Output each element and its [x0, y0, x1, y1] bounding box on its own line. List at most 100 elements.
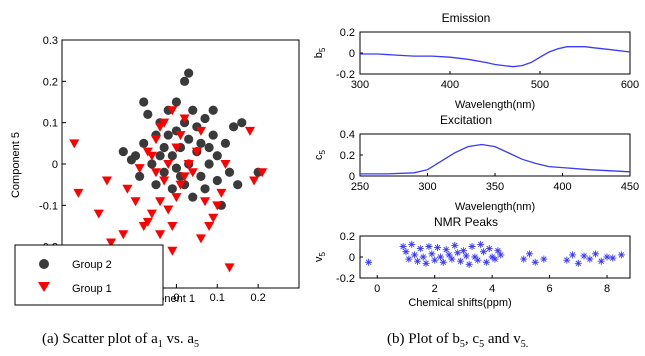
group1-point — [142, 217, 153, 227]
group2-point — [143, 109, 153, 119]
group2-point — [208, 105, 218, 115]
group2-point — [184, 68, 194, 78]
group2-point — [208, 130, 218, 140]
group2-point — [118, 147, 128, 157]
emission-title: Emission — [442, 11, 491, 25]
excitation-title: Excitation — [440, 113, 492, 127]
nmr-point — [431, 256, 439, 264]
group1-point — [257, 168, 268, 178]
nmr-point — [408, 240, 416, 248]
excitation-ytick-label: 0 — [349, 171, 355, 183]
group2-point — [229, 122, 239, 132]
group2-point — [179, 76, 190, 86]
nmr-point — [485, 245, 493, 253]
nmr-xtick-label: 6 — [547, 283, 553, 295]
scatter-plot-group — [69, 68, 268, 273]
group1-point — [195, 126, 206, 136]
legend-marker-group2 — [39, 259, 49, 269]
group1-point — [150, 135, 161, 145]
nmr-point — [574, 259, 582, 267]
nmr-xtick-label: 0 — [374, 283, 380, 295]
group1-point — [155, 122, 166, 132]
nmr-point — [494, 247, 502, 255]
nmr-point — [422, 259, 430, 267]
nmr-point — [520, 255, 528, 263]
nmr-ytick-label: 0 — [349, 252, 355, 264]
nmr-title: NMR Peaks — [434, 215, 498, 229]
nmr-point — [471, 253, 479, 261]
nmr-point — [531, 258, 539, 266]
group1-point — [150, 168, 161, 178]
scatter-ytick-label: 0.2 — [43, 76, 58, 88]
excitation-xtick-label: 250 — [351, 181, 369, 193]
nmr-point — [454, 249, 462, 257]
group1-point — [159, 176, 170, 186]
group1-point — [249, 176, 260, 186]
group1-point — [191, 147, 202, 157]
group2-point — [204, 159, 214, 169]
nmr-point — [609, 254, 617, 262]
nmr-point — [416, 245, 424, 253]
nmr-point — [586, 255, 594, 263]
group1-point — [138, 222, 149, 231]
group1-point — [146, 209, 157, 219]
group1-point — [208, 213, 219, 223]
group2-point — [139, 138, 149, 148]
group1-point — [224, 263, 235, 273]
excitation-ylabel: c5 — [313, 149, 327, 160]
group2-point — [196, 171, 206, 181]
group2-point — [184, 134, 194, 144]
nmr-point — [617, 251, 625, 259]
group1-point — [212, 201, 223, 211]
group1-point — [130, 197, 141, 207]
group2-point — [155, 151, 165, 161]
group1-point — [73, 188, 84, 198]
group1-point — [134, 164, 145, 174]
emission-ytick-label: 0 — [349, 48, 355, 60]
legend-label-group1: Group 1 — [72, 283, 112, 295]
group2-point — [200, 184, 210, 194]
excitation-line — [360, 143, 631, 175]
group1-point — [179, 172, 190, 182]
excitation-xtick-label: 450 — [621, 181, 639, 193]
emission-ylabel: b5 — [313, 47, 327, 58]
emission-xlabel: Wavelength(nm) — [455, 99, 535, 111]
scatter-ytick-label: 0 — [52, 159, 58, 171]
nmr-point — [477, 240, 485, 248]
group1-point — [159, 118, 170, 128]
group2-point — [200, 113, 210, 124]
group1-point — [163, 205, 174, 215]
group1-point — [167, 106, 178, 116]
nmr-plot-group: 0 2 4 6 8 0.2 0 -0.2 — [336, 231, 625, 295]
group2-point — [237, 118, 247, 128]
nmr-point — [405, 255, 413, 263]
nmr-point — [419, 253, 427, 261]
emission-ytick-label: -0.2 — [336, 69, 355, 81]
nmr-ytick-label: 0.2 — [340, 231, 355, 243]
group1-point — [187, 168, 198, 178]
group2-point — [171, 163, 182, 173]
group2-point — [159, 167, 169, 177]
nmr-point — [603, 253, 611, 261]
group2-point — [188, 105, 198, 115]
nmr-point — [465, 260, 473, 268]
group1-point — [106, 238, 117, 248]
group1-point — [167, 246, 178, 256]
nmr-point — [436, 253, 444, 261]
nmr-point — [445, 251, 453, 259]
scatter-ytick-label: 0.1 — [43, 118, 58, 130]
nmr-point — [428, 250, 436, 258]
nmr-point — [569, 251, 577, 259]
group1-point — [220, 160, 231, 169]
nmr-point — [411, 251, 419, 259]
group2-point — [135, 171, 145, 181]
nmr-xtick-label: 8 — [604, 283, 610, 295]
nmr-point — [482, 258, 490, 266]
nmr-ytick-label: -0.2 — [336, 273, 355, 285]
caption-b: (b) Plot of b5, c5 and v5. — [387, 331, 528, 350]
group2-point — [233, 180, 243, 190]
emission-axes-frame — [359, 31, 631, 75]
emission-xtick-label: 400 — [441, 79, 459, 91]
excitation-plot-group: 250 300 350 400 450 0.4 0.2 0 — [340, 129, 639, 193]
